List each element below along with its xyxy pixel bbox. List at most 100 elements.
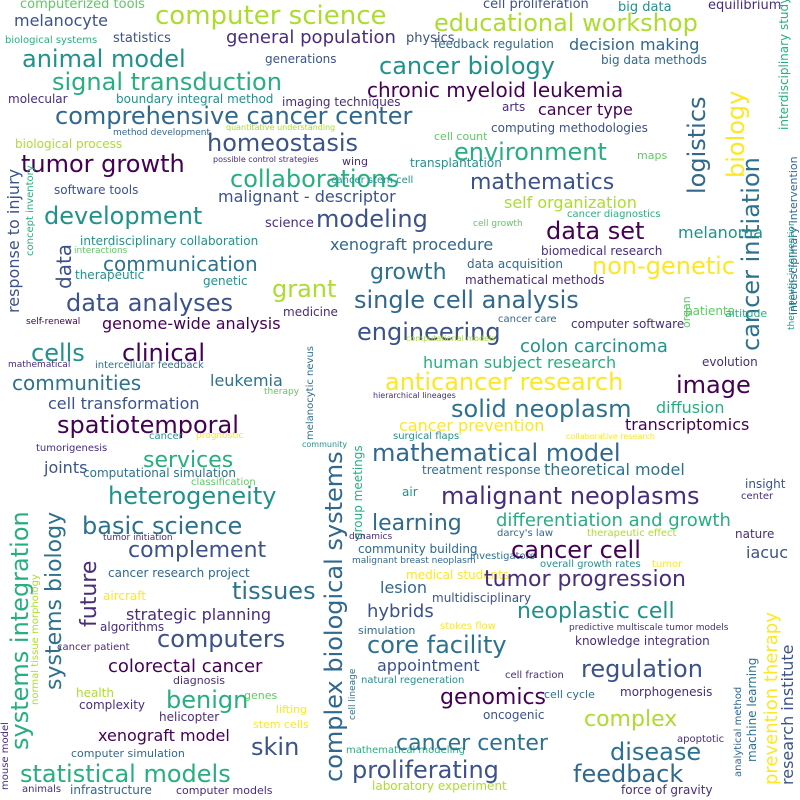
word: investigators — [470, 551, 535, 562]
word: therapeutic effect — [587, 528, 677, 539]
word: cell count — [434, 130, 488, 143]
word: growth — [370, 260, 447, 285]
word: communities — [12, 371, 142, 395]
word: diffusion — [656, 398, 725, 417]
word: modeling — [316, 205, 428, 233]
word: chronic myeloid leukemia — [367, 78, 624, 102]
word: cancer initiation — [737, 157, 765, 351]
word: melanocytic nevus — [305, 345, 316, 440]
word: appointment — [377, 656, 480, 675]
word: transcriptomics — [625, 415, 750, 434]
word: cancer type — [538, 100, 633, 119]
word: force of gravity — [621, 783, 713, 797]
word: human subject research — [423, 353, 617, 372]
word: physics — [406, 31, 455, 46]
word: altitude — [725, 307, 768, 320]
word: colorectal cancer — [108, 656, 263, 677]
word: core facility — [367, 631, 507, 659]
word: simulation — [358, 624, 416, 637]
word: molecular — [8, 92, 68, 106]
word: cell cycle — [544, 688, 595, 701]
word: cells — [31, 339, 85, 367]
word: mathematics — [470, 170, 615, 195]
word: leukemia — [210, 371, 283, 390]
word: lesion — [380, 578, 427, 597]
word: general population — [226, 27, 396, 48]
word: center — [741, 491, 774, 502]
word: knowledge integration — [575, 634, 710, 648]
word: therapeutic intervention — [787, 220, 797, 330]
word: lifting — [276, 703, 308, 716]
word: nature — [735, 527, 775, 541]
word: animal model — [22, 45, 186, 73]
word: concept inventory — [25, 165, 36, 256]
word: laboratory experiment — [372, 779, 507, 793]
word: cell proliferation — [483, 0, 589, 12]
word: basic science — [82, 512, 243, 540]
word: stem cells — [253, 718, 309, 731]
word: medicine — [283, 305, 338, 319]
word: interactions — [74, 246, 128, 256]
word: imaging techniques — [282, 95, 401, 109]
word: genome-wide analysis — [102, 314, 281, 333]
word: decision making — [569, 35, 700, 54]
word: learning — [372, 511, 462, 536]
word: tumor — [652, 559, 683, 570]
word: cancer biology — [379, 52, 555, 80]
word: mathematical methods — [465, 273, 605, 287]
word: tissues — [232, 577, 316, 605]
word: anticancer research — [385, 368, 624, 396]
word: cancer diagnostics — [567, 209, 661, 220]
word: logistics — [683, 96, 711, 194]
word: biological process — [15, 137, 123, 151]
word: feedback — [573, 760, 684, 788]
word: malignant breast neoplasm — [352, 556, 476, 566]
word: group meetings — [351, 445, 365, 540]
word: regulation — [581, 655, 703, 683]
word: computer models — [176, 784, 273, 797]
word: strategic planning — [126, 605, 272, 624]
word: data acquisition — [467, 257, 563, 271]
word: signal transduction — [52, 68, 282, 96]
word: systems integration — [6, 511, 34, 750]
word: big data — [618, 0, 672, 15]
word: predictive multiscale tumor models — [569, 623, 729, 633]
word: tumor growth — [21, 150, 185, 178]
word: software tools — [54, 183, 139, 197]
word: apoptotic — [677, 734, 725, 745]
word: genetic — [203, 274, 248, 288]
word: prognostic — [196, 431, 244, 441]
word: genes — [244, 689, 278, 702]
word: hybrids — [367, 601, 434, 622]
word: proliferating — [352, 756, 499, 784]
word: xenograft model — [98, 726, 230, 745]
word: oncogenic — [483, 708, 545, 722]
word: air — [402, 485, 418, 499]
word: educational workshop — [434, 9, 698, 37]
word: stokes flow — [440, 621, 496, 632]
word: therapy — [264, 387, 300, 397]
word: comprehensive cancer center — [55, 102, 413, 130]
word: intercellular feedback — [95, 360, 204, 371]
word: community — [302, 440, 348, 449]
word: aircraft — [103, 589, 146, 603]
word: collaborative research — [566, 432, 655, 441]
word: hierarchical lineages — [373, 391, 456, 400]
word: spatiotemporal — [57, 411, 239, 439]
word: transplantation — [410, 156, 502, 170]
word: treatment response — [422, 463, 541, 477]
word: cancer — [149, 431, 183, 442]
word: dynamics — [349, 532, 393, 542]
word: statistics — [113, 31, 171, 46]
word: quantitative understanding — [226, 123, 336, 132]
word: cell growth — [473, 219, 523, 229]
word: homeostasis — [207, 129, 359, 157]
word: evolution — [702, 355, 758, 369]
word: complement — [128, 538, 267, 563]
word: mathematical — [8, 360, 71, 370]
word: overall growth rates — [540, 559, 641, 570]
word: helicopter — [159, 710, 220, 724]
word: systems biology — [42, 511, 67, 690]
word: science — [265, 216, 314, 231]
